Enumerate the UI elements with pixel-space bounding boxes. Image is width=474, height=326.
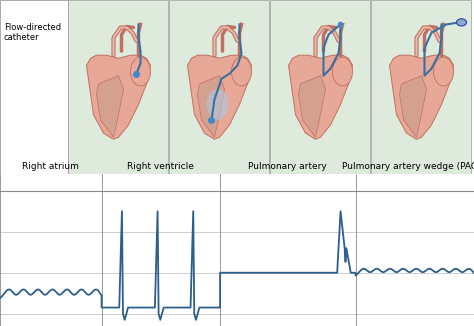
Text: Right ventricle: Right ventricle [128,162,194,171]
Bar [371,0,471,174]
Bar [0,0,68,174]
Polygon shape [289,55,353,139]
Ellipse shape [332,57,353,86]
Ellipse shape [434,57,454,86]
Polygon shape [188,55,252,139]
Text: Right atrium: Right atrium [22,162,79,171]
Ellipse shape [130,57,151,86]
Polygon shape [86,55,151,139]
Bar [270,0,370,174]
Polygon shape [400,76,427,137]
Polygon shape [198,76,225,137]
Ellipse shape [207,89,228,120]
Ellipse shape [456,19,466,26]
Polygon shape [390,55,454,139]
Bar [68,0,168,174]
Polygon shape [97,76,124,137]
Bar [169,0,269,174]
Text: Pulmonary artery: Pulmonary artery [248,162,327,171]
Ellipse shape [231,57,252,86]
Text: Pulmonary artery wedge (PAOP): Pulmonary artery wedge (PAOP) [342,162,474,171]
Polygon shape [299,76,326,137]
Text: Flow-directed
catheter: Flow-directed catheter [4,22,61,42]
